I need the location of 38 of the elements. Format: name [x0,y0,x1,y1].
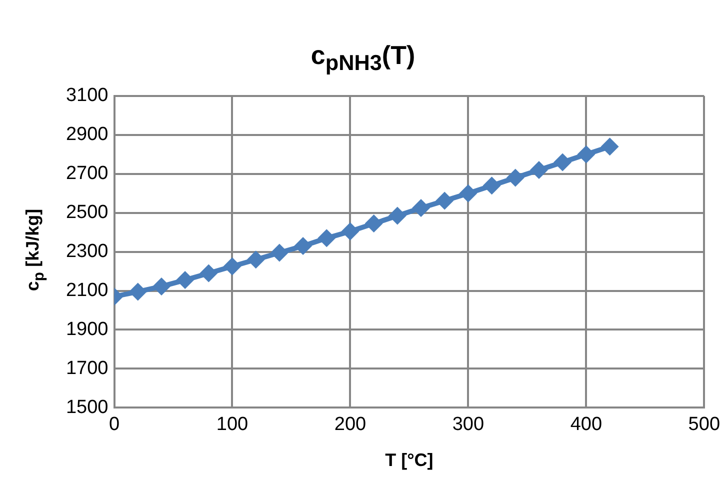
x-tick-label: 300 [452,414,484,436]
point [459,184,478,202]
point [554,153,572,172]
x-axis-title: T [°C] [385,450,434,470]
y-tick-label: 2700 [66,163,108,184]
y-tick-label: 1500 [66,396,108,418]
point [318,229,336,248]
point [364,214,383,233]
chart-title: c$_{pNH3}$(T) [310,40,416,76]
y-tick-label: 3100 [66,85,108,106]
y-tick-label: 1900 [66,318,108,340]
point [341,222,360,240]
point [600,138,619,156]
x-tick-label: 0 [108,414,120,436]
point [294,236,312,255]
x-tick-label: 200 [334,414,366,436]
x-tick-label: 500 [688,414,720,436]
point [530,161,548,180]
x-tick-label: 400 [570,414,602,436]
point [388,206,406,225]
y-tick-label: 2300 [66,241,108,262]
point [436,192,454,210]
point [246,250,265,269]
y-tick-label: 2500 [66,202,108,224]
point [223,257,242,276]
point [200,264,218,282]
point [482,176,501,195]
point [577,145,596,164]
y-tick-label: 2900 [66,124,108,146]
point [152,277,170,296]
point [128,282,147,301]
y-tick-label: 1700 [66,358,108,379]
point [270,244,288,262]
y-tick-label: 2100 [66,280,108,301]
point [506,168,524,187]
x-tick-label: 100 [216,414,248,436]
point [412,198,430,217]
point [176,271,194,290]
